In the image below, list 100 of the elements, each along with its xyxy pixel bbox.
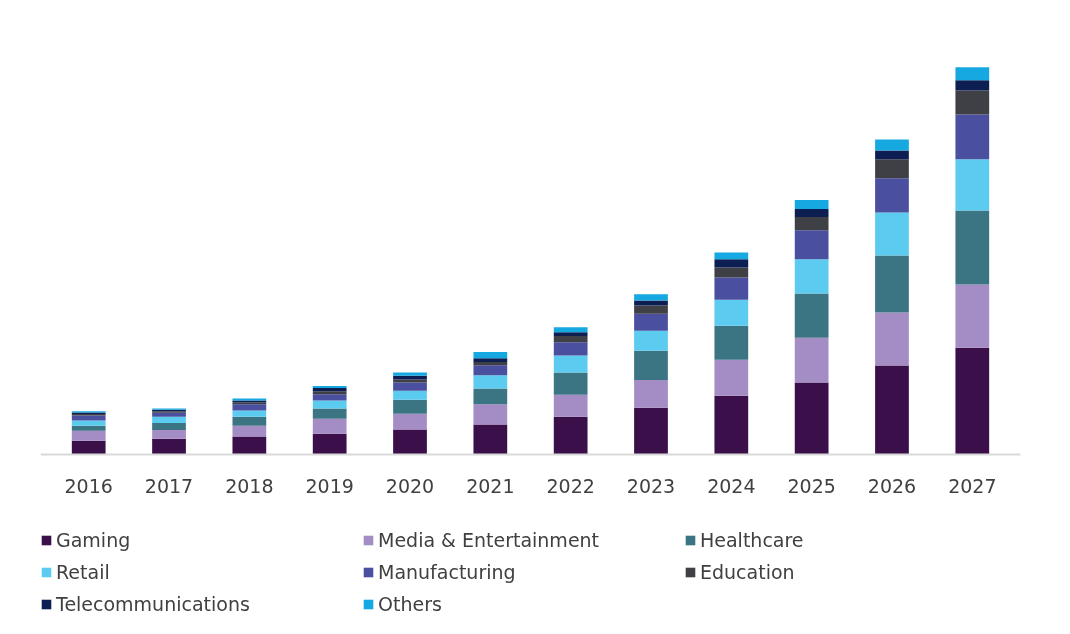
bar <box>634 305 668 314</box>
bar <box>553 332 588 337</box>
legend-label: Gaming <box>56 528 132 553</box>
bar <box>473 404 508 425</box>
bar <box>875 139 909 151</box>
legend-label: Healthcare <box>700 528 805 553</box>
bar <box>875 159 909 179</box>
bar <box>232 416 267 426</box>
bar <box>71 430 106 441</box>
bar <box>875 150 909 160</box>
bar <box>473 352 508 359</box>
bar <box>553 355 588 373</box>
x-tick-label: 2023 <box>626 474 676 497</box>
bar <box>71 415 106 421</box>
bar <box>955 114 990 160</box>
bar <box>473 388 508 405</box>
x-tick-label: 2021 <box>466 474 515 497</box>
bar <box>312 433 347 455</box>
bar <box>794 259 829 294</box>
bar <box>473 365 508 376</box>
bar <box>955 80 990 91</box>
bar <box>473 362 508 366</box>
bar <box>473 375 508 389</box>
x-tick-label: 2022 <box>546 474 595 497</box>
bar <box>232 404 267 411</box>
bar <box>955 284 990 348</box>
bar <box>955 347 990 455</box>
x-tick-label: 2025 <box>787 474 836 497</box>
x-tick-label: 2019 <box>305 474 354 497</box>
bar <box>634 313 668 331</box>
bar <box>714 277 749 300</box>
bar <box>794 293 829 338</box>
bar <box>714 252 749 260</box>
bar <box>152 416 186 423</box>
legend-label: Education <box>700 560 796 585</box>
bar <box>553 342 588 356</box>
bar <box>794 337 829 383</box>
bar <box>714 267 749 278</box>
bar <box>875 255 909 313</box>
bar <box>714 259 749 268</box>
bar <box>232 410 267 417</box>
bar <box>152 438 186 455</box>
bar <box>393 429 427 455</box>
x-tick-label: 2026 <box>867 474 917 497</box>
x-tick-label: 2024 <box>707 474 756 497</box>
bar <box>393 372 427 376</box>
bar <box>393 375 427 380</box>
x-tick-label: 2020 <box>385 474 435 497</box>
bar <box>794 200 829 209</box>
bar <box>393 390 427 400</box>
bar <box>553 336 588 343</box>
x-tick-label: 2016 <box>64 474 113 497</box>
bar <box>634 300 668 306</box>
bar <box>553 372 588 395</box>
bar <box>473 358 508 363</box>
bar <box>152 412 186 417</box>
bar <box>634 330 668 351</box>
bar <box>312 394 347 401</box>
bar <box>955 90 990 115</box>
bar <box>553 327 588 333</box>
bar <box>875 365 909 455</box>
bar <box>393 413 427 430</box>
bar <box>71 425 106 431</box>
legend-label: Media & Entertainment <box>378 528 601 553</box>
legend-label: Retail <box>56 560 111 585</box>
bar <box>794 230 829 260</box>
bar <box>393 382 427 391</box>
bar <box>955 67 990 81</box>
bar <box>634 407 668 455</box>
x-tick-label: 2017 <box>144 474 194 497</box>
bar <box>714 359 749 396</box>
bar <box>232 425 267 437</box>
bar <box>955 210 990 285</box>
bar <box>553 416 588 455</box>
bar <box>794 208 829 218</box>
bar <box>714 395 749 455</box>
bar <box>312 408 347 419</box>
bar <box>955 159 990 211</box>
bar <box>312 418 347 434</box>
bar <box>634 350 668 380</box>
bar <box>473 424 508 455</box>
bar <box>875 312 909 366</box>
bar <box>553 394 588 417</box>
bar <box>232 436 267 455</box>
x-tick-label: 2027 <box>948 474 997 497</box>
bar <box>714 325 749 360</box>
legend-label: Manufacturing <box>378 560 517 585</box>
bar <box>794 382 829 455</box>
bar <box>634 379 668 408</box>
x-tick-label: 2018 <box>225 474 274 497</box>
bar <box>152 422 186 430</box>
legend-label: Others <box>378 592 443 617</box>
bar <box>794 217 829 231</box>
bar <box>634 294 668 301</box>
bar <box>152 429 186 439</box>
bar <box>71 440 106 455</box>
bar <box>71 420 106 426</box>
bar <box>714 299 749 326</box>
legend-label: Telecommunications <box>56 592 251 617</box>
bar <box>312 400 347 409</box>
